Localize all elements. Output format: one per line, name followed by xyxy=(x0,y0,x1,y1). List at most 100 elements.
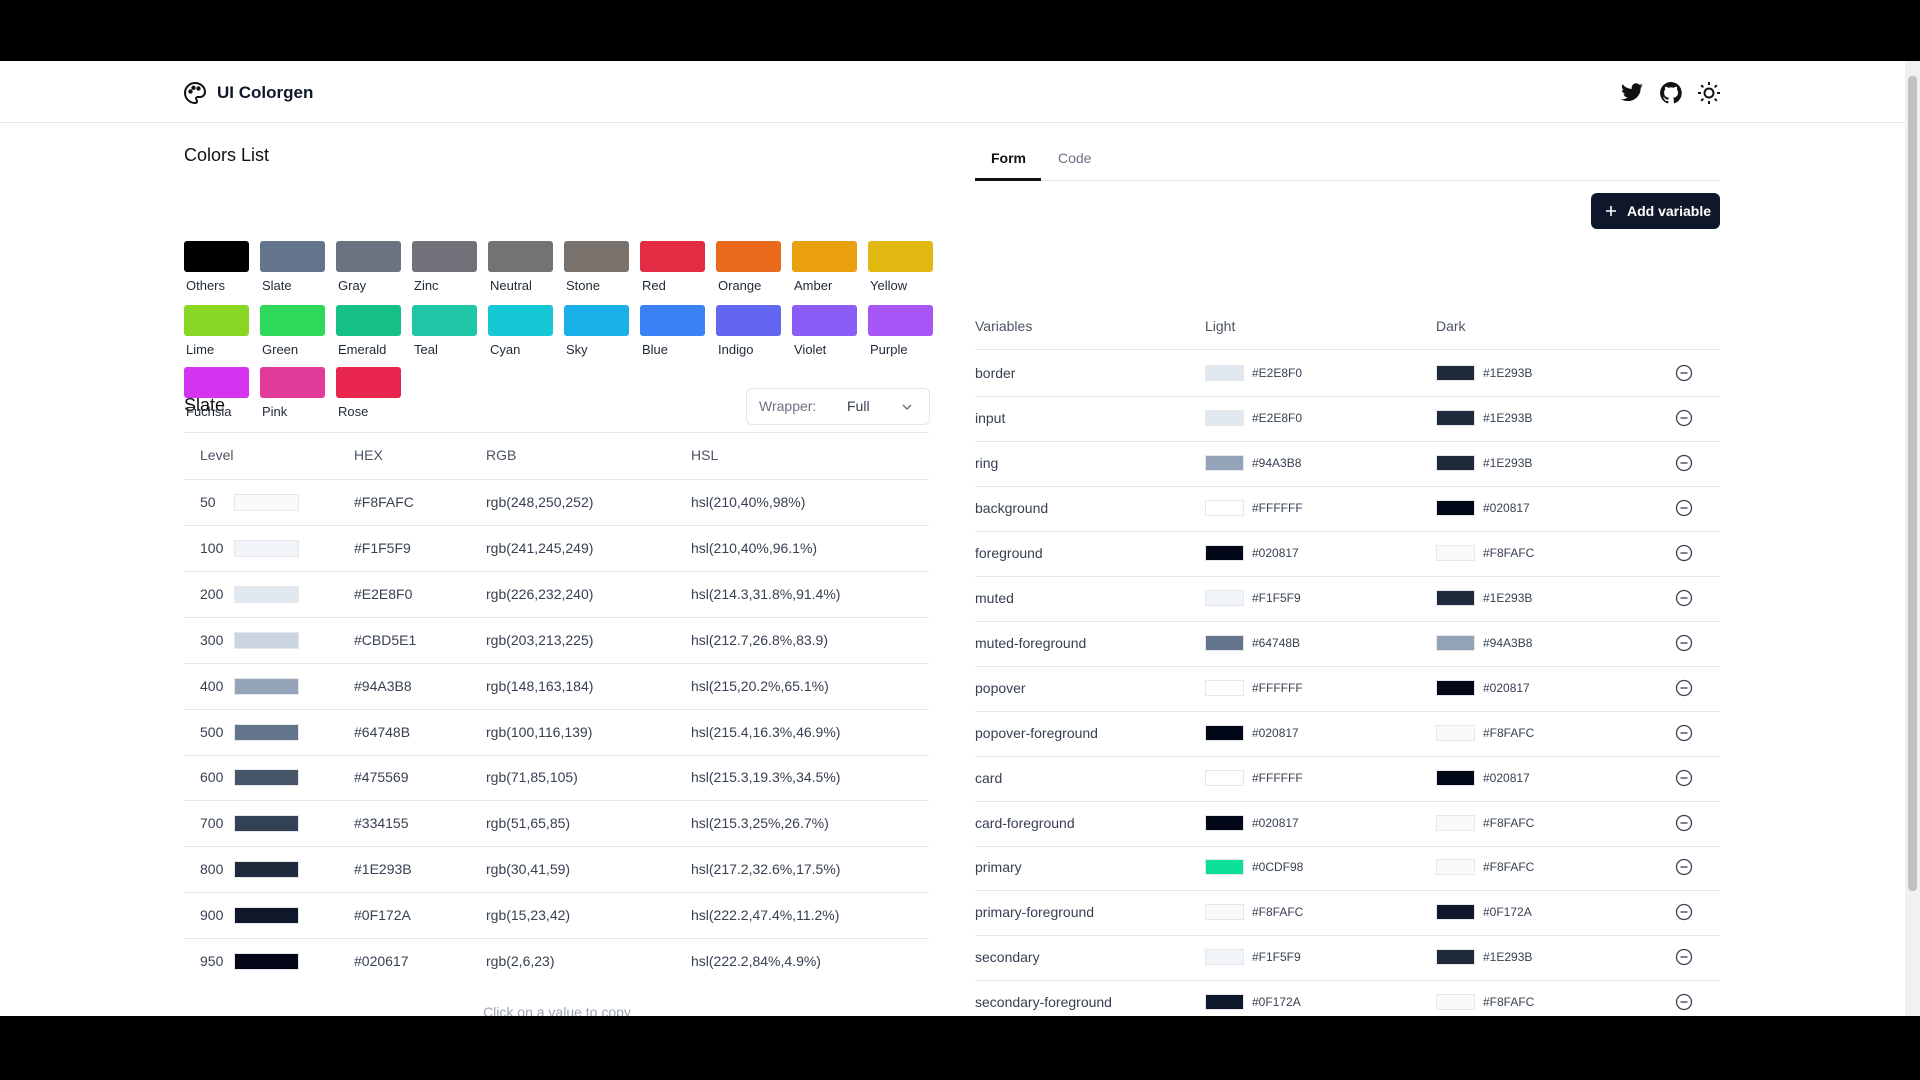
cell[interactable]: rgb(71,85,105) xyxy=(486,769,578,786)
cell[interactable]: #475569 xyxy=(354,769,409,786)
cell[interactable]: #94A3B8 xyxy=(354,677,412,694)
color-swatch[interactable] xyxy=(1436,994,1475,1011)
cell[interactable]: 300 xyxy=(200,631,224,648)
cell[interactable]: #334155 xyxy=(354,815,409,832)
hex-value[interactable]: #F8FAFC xyxy=(1252,905,1304,920)
shade-swatch[interactable] xyxy=(234,585,299,603)
hex-value[interactable]: #1E293B xyxy=(1483,590,1533,605)
color-name[interactable]: Zinc xyxy=(414,278,439,293)
cell[interactable]: rgb(15,23,42) xyxy=(486,907,571,924)
color-name[interactable]: Amber xyxy=(794,278,833,293)
cell[interactable]: #1E293B xyxy=(354,861,412,878)
cell[interactable]: #64748B xyxy=(354,723,411,740)
color-swatch[interactable] xyxy=(1205,769,1244,786)
cell[interactable]: #020617 xyxy=(354,953,409,969)
cell[interactable]: hsl(215.3,25%,26.7%) xyxy=(691,815,829,832)
color-swatch[interactable] xyxy=(640,305,705,336)
color-swatch[interactable] xyxy=(1205,634,1244,651)
tab[interactable]: Code xyxy=(1058,150,1092,166)
shade-swatch[interactable] xyxy=(234,494,299,511)
remove-button[interactable] xyxy=(1675,409,1693,427)
color-swatch[interactable] xyxy=(488,241,553,272)
twitter-icon[interactable] xyxy=(1620,81,1644,105)
color-name[interactable]: Purple xyxy=(870,342,908,357)
color-name[interactable]: Cyan xyxy=(490,342,521,357)
hex-value[interactable]: #64748B xyxy=(1252,635,1301,650)
hex-value[interactable]: #0CDF98 xyxy=(1252,860,1304,875)
color-name[interactable]: Blue xyxy=(642,342,669,357)
hex-value[interactable]: #E2E8F0 xyxy=(1252,410,1303,425)
cell[interactable]: hsl(222.2,84%,4.9%) xyxy=(691,953,821,969)
color-name[interactable]: Lime xyxy=(186,342,215,357)
hex-value[interactable]: #F8FAFC xyxy=(1483,545,1535,560)
cell[interactable]: hsl(210,40%,98%) xyxy=(691,494,806,510)
cell[interactable]: rgb(241,245,249) xyxy=(486,539,594,556)
cell[interactable]: rgb(30,41,59) xyxy=(486,861,571,878)
color-swatch[interactable] xyxy=(336,241,401,272)
cell[interactable]: rgb(148,163,184) xyxy=(486,677,594,694)
color-swatch[interactable] xyxy=(640,241,705,272)
hex-value[interactable]: #F8FAFC xyxy=(1483,725,1535,740)
hex-value[interactable]: #0F172A xyxy=(1252,995,1301,1010)
color-name[interactable]: Yellow xyxy=(870,278,908,293)
remove-button[interactable] xyxy=(1675,903,1693,921)
shade-swatch[interactable] xyxy=(234,723,299,741)
shade-swatch[interactable] xyxy=(234,677,299,695)
color-swatch[interactable] xyxy=(1205,589,1244,606)
color-name[interactable]: Others xyxy=(186,278,226,293)
color-swatch[interactable] xyxy=(1205,994,1244,1011)
color-swatch[interactable] xyxy=(1205,859,1244,876)
cell[interactable]: 600 xyxy=(200,769,224,786)
remove-button[interactable] xyxy=(1675,589,1693,607)
color-swatch[interactable] xyxy=(184,241,249,272)
wrapper-select[interactable]: Wrapper: Full xyxy=(746,388,930,425)
cell[interactable]: 100 xyxy=(200,539,224,556)
color-swatch[interactable] xyxy=(1436,814,1475,831)
color-swatch[interactable] xyxy=(1205,365,1244,381)
github-icon[interactable] xyxy=(1659,81,1683,105)
color-name[interactable]: Slate xyxy=(262,278,292,293)
remove-button[interactable] xyxy=(1675,769,1693,787)
hex-value[interactable]: #FFFFFF xyxy=(1252,770,1303,785)
cell[interactable]: rgb(226,232,240) xyxy=(486,585,594,602)
remove-button[interactable] xyxy=(1675,499,1693,517)
color-swatch[interactable] xyxy=(1436,365,1475,381)
color-swatch[interactable] xyxy=(260,305,325,336)
cell[interactable]: 200 xyxy=(200,585,224,602)
color-name[interactable]: Fuchsia xyxy=(186,404,232,419)
remove-button[interactable] xyxy=(1675,724,1693,742)
color-swatch[interactable] xyxy=(564,305,629,336)
hex-value[interactable]: #1E293B xyxy=(1483,455,1533,470)
color-swatch[interactable] xyxy=(1205,679,1244,696)
cell[interactable]: rgb(2,6,23) xyxy=(486,953,555,969)
remove-button[interactable] xyxy=(1675,993,1693,1011)
shade-swatch[interactable] xyxy=(234,769,299,787)
hex-value[interactable]: #020817 xyxy=(1483,500,1530,515)
cell[interactable]: 400 xyxy=(200,677,224,694)
hex-value[interactable]: #FFFFFF xyxy=(1252,500,1303,515)
color-name[interactable]: Neutral xyxy=(490,278,532,293)
color-swatch[interactable] xyxy=(260,367,325,398)
color-swatch[interactable] xyxy=(1205,409,1244,426)
color-swatch[interactable] xyxy=(716,305,781,336)
color-swatch[interactable] xyxy=(336,305,401,336)
theme-toggle[interactable] xyxy=(1697,81,1721,105)
color-name[interactable]: Sky xyxy=(566,342,588,357)
scrollbar[interactable] xyxy=(1905,61,1920,1016)
cell[interactable]: hsl(214.3,31.8%,91.4%) xyxy=(691,585,841,602)
cell[interactable]: hsl(215.3,19.3%,34.5%) xyxy=(691,769,841,786)
color-swatch[interactable] xyxy=(260,241,325,272)
color-name[interactable]: Emerald xyxy=(338,342,387,357)
cell[interactable]: 800 xyxy=(200,861,224,878)
color-swatch[interactable] xyxy=(1436,859,1475,876)
color-swatch[interactable] xyxy=(1436,589,1475,606)
hex-value[interactable]: #020817 xyxy=(1252,725,1299,740)
color-swatch[interactable] xyxy=(1436,454,1475,471)
color-name[interactable]: Gray xyxy=(338,278,367,293)
cell[interactable]: hsl(217.2,32.6%,17.5%) xyxy=(691,861,841,878)
cell[interactable]: 50 xyxy=(200,494,216,510)
cell[interactable]: rgb(203,213,225) xyxy=(486,631,594,648)
color-swatch[interactable] xyxy=(1436,904,1475,921)
hex-value[interactable]: #F1F5F9 xyxy=(1252,590,1301,605)
hex-value[interactable]: #020817 xyxy=(1252,815,1299,830)
